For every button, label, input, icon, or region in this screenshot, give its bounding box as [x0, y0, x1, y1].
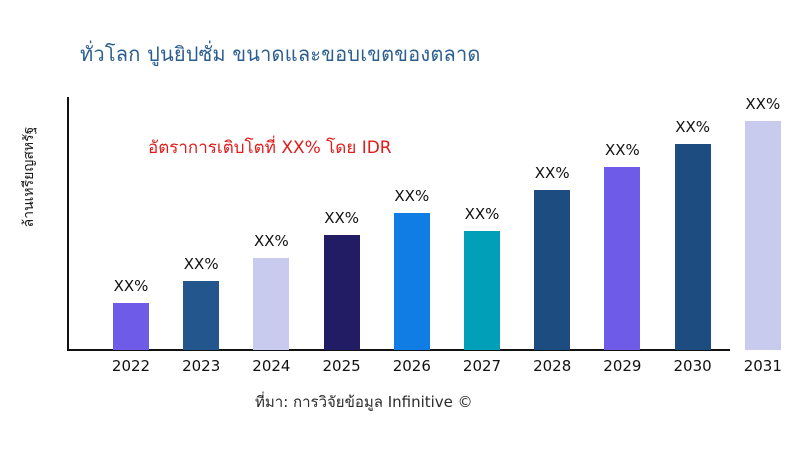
bar-value-label-2029: XX%: [604, 141, 640, 159]
growth-rate-annotation: อัตราการเติบโตที่ XX% โดย IDR: [148, 138, 392, 158]
bar-value-label-2028: XX%: [534, 164, 570, 182]
x-tick-2029: 2029: [603, 357, 642, 375]
bar-value-label-2026: XX%: [394, 187, 430, 205]
x-tick-2022: 2022: [111, 357, 151, 375]
x-tick-2030: 2030: [673, 357, 712, 375]
x-tick-2025: 2025: [322, 357, 361, 375]
x-tick-2026: 2026: [392, 357, 431, 375]
bar-value-label-2031: XX%: [745, 95, 781, 113]
bar-value-label-2024: XX%: [253, 232, 289, 250]
x-tick-2031: 2031: [743, 357, 782, 375]
bar-2023: [183, 281, 220, 350]
x-tick-2028: 2028: [533, 357, 572, 375]
bar-value-label-2030: XX%: [675, 118, 710, 136]
x-tick-2027: 2027: [462, 357, 502, 375]
bar-value-label-2027: XX%: [464, 205, 500, 223]
chart-title: ทั่วโลก ปูนยิปซั่ม ขนาดและขอบเขตของตลาด: [80, 42, 481, 66]
bar-2030: [674, 144, 711, 350]
bar-2024: [253, 258, 290, 350]
y-axis-line: [67, 97, 69, 350]
bar-value-label-2023: XX%: [183, 255, 219, 273]
bar-2022: [113, 303, 149, 350]
x-tick-2023: 2023: [182, 357, 221, 375]
x-tick-2024: 2024: [252, 357, 291, 375]
bar-value-label-2025: XX%: [324, 209, 359, 227]
bar-2026: [393, 213, 430, 350]
bar-value-label-2022: XX%: [113, 277, 149, 295]
bar-2027: [464, 231, 500, 350]
bar-2029: [604, 167, 641, 350]
x-axis-line: [67, 349, 730, 351]
bar-2025: [323, 235, 360, 350]
bar-2031: [744, 121, 781, 350]
y-axis-label: ล้านเหรียญสหรัฐ: [21, 126, 37, 228]
bar-2028: [534, 190, 571, 350]
source-caption: ที่มา: การวิจัยข้อมูล Infinitive ©: [255, 393, 473, 411]
